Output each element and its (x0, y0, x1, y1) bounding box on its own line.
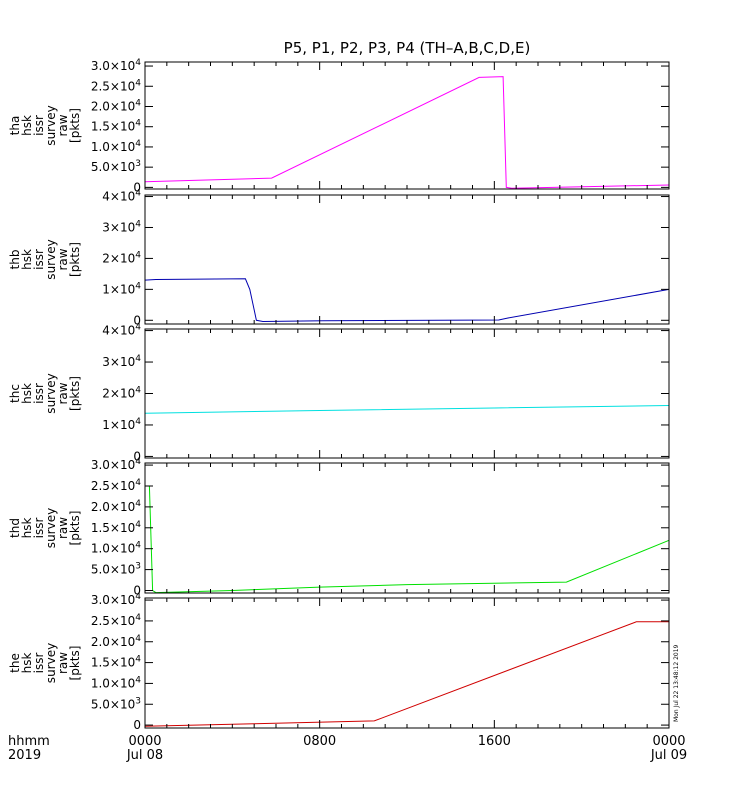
y-axis-label-line: issr (32, 383, 46, 404)
y-axis-label-line: issr (32, 249, 46, 270)
thb-y-tick-label: 0 (133, 313, 141, 327)
y-axis-label-line: hsk (20, 518, 34, 539)
y-axis-label-line: hsk (20, 115, 34, 136)
thd-y-tick-label: 1.5×104 (91, 520, 141, 535)
y-axis-label-line: survey (44, 643, 58, 683)
thc-y-tick-label: 3×104 (102, 354, 141, 369)
thd-y-tick-label: 2.5×104 (91, 478, 141, 493)
y-axis-label-line: [pkts] (68, 108, 82, 143)
y-axis-label-line: [pkts] (68, 646, 82, 681)
thb-y-tick-label: 1×104 (102, 281, 141, 296)
thd-y-tick-label: 2.0×104 (91, 499, 141, 514)
x-tick-label: 0800 (303, 734, 336, 749)
panel-tha: 0 5.0×103 1.0×104 1.5×104 2.0×104 2.5×104 3.0×… (8, 58, 670, 194)
thc-y-tick-label: 2×104 (102, 386, 141, 401)
y-axis-label-line: issr (32, 653, 46, 674)
the-y-tick-label: 2.0×104 (91, 634, 141, 649)
tha-y-tick-label: 3.0×104 (91, 58, 141, 73)
y-axis-label-line: [pkts] (68, 376, 82, 411)
y-axis-label-line: tha (8, 116, 22, 136)
thb-series-line (144, 278, 670, 323)
panels: 0 5.0×103 1.0×104 1.5×104 2.0×104 2.5×104 3.0×… (8, 58, 670, 732)
y-axis-label-line: [pkts] (68, 242, 82, 277)
y-axis-label-line: thd (8, 518, 22, 538)
thd-y-tick-label: 0 (133, 583, 141, 597)
thc-y-tick-label: 4×104 (102, 323, 141, 338)
the-y-tick-label: 3.0×104 (91, 592, 141, 607)
x-axis-label: hhmm (8, 734, 50, 749)
tha-y-tick-label: 2.0×104 (91, 98, 141, 113)
y-axis-label-line: survey (44, 239, 58, 279)
tha-y-tick-label: 2.5×104 (91, 78, 141, 93)
y-axis-label-line: issr (32, 518, 46, 539)
y-axis-label-line: thc (8, 384, 22, 403)
thd-y-tick-label: 1.0×104 (91, 541, 141, 556)
thc-plot-frame (144, 328, 670, 459)
thb-plot-frame (144, 194, 670, 325)
thc-y-tick-label: 1×104 (102, 417, 141, 432)
plot-timestamp: Mon Jul 22 13:48:12 2019 (673, 644, 680, 722)
x-tick-label: 1600 (478, 734, 511, 749)
x-tick-label: 0000 (652, 734, 685, 749)
y-axis-label-line: survey (44, 373, 58, 413)
the-y-tick-label: 5.0×103 (91, 696, 141, 711)
y-axis-label-line: raw (56, 382, 70, 404)
the-series-line (144, 621, 669, 727)
y-axis-label-line: raw (56, 114, 70, 136)
thc-y-tick-label: 0 (133, 449, 141, 463)
thd-y-tick-label: 5.0×103 (91, 562, 141, 577)
y-axis-label-line: thb (8, 250, 22, 270)
y-axis-label-line: the (8, 653, 22, 673)
y-axis-label-line: survey (44, 105, 58, 145)
y-axis-label-line: hsk (20, 249, 34, 270)
thb-y-tick-label: 3×104 (102, 219, 141, 234)
the-y-tick-label: 0 (133, 718, 141, 732)
tha-series-line (144, 76, 670, 189)
panel-thb: 0 1×104 2×104 3×104 4×104 thbhskissrsurveyraw… (8, 189, 670, 327)
the-y-tick-label: 2.5×104 (91, 613, 141, 628)
tha-y-tick-label: 1.0×104 (91, 139, 141, 154)
thd-plot-frame (144, 462, 670, 594)
the-y-tick-label: 1.0×104 (91, 675, 141, 690)
panel-thc: 0 1×104 2×104 3×104 4×104 thchskissrsurveyraw… (8, 323, 670, 463)
y-axis-label-line: raw (56, 248, 70, 270)
y-axis-label-line: [pkts] (68, 511, 82, 546)
x-tick-date-label: Jul 08 (126, 748, 163, 763)
tha-y-tick-label: 5.0×103 (91, 159, 141, 174)
tha-y-tick-label: 0 (133, 180, 141, 194)
x-tick-label: 0000 (128, 734, 161, 749)
panel-thd: 0 5.0×103 1.0×104 1.5×104 2.0×104 2.5×104 3.0×… (8, 457, 670, 597)
the-y-tick-label: 1.5×104 (91, 655, 141, 670)
tha-plot-frame (144, 61, 670, 190)
thb-y-tick-label: 2×104 (102, 250, 141, 265)
y-axis-label-line: survey (44, 508, 58, 548)
y-axis-label-line: raw (56, 652, 70, 674)
x-tick-date-label: Jul 09 (650, 748, 687, 763)
tha-y-tick-label: 1.5×104 (91, 119, 141, 134)
thd-y-tick-label: 3.0×104 (91, 457, 141, 472)
y-axis-label-line: raw (56, 517, 70, 539)
panel-the: 0 5.0×103 1.0×104 1.5×104 2.0×104 2.5×104 3.0×… (8, 592, 670, 732)
chart-title: P5, P1, P2, P3, P4 (TH–A,B,C,D,E) (284, 39, 531, 57)
x-axis-year: 2019 (8, 748, 41, 763)
y-axis-label-line: hsk (20, 653, 34, 674)
thc-series-line (144, 405, 670, 414)
y-axis-label-line: issr (32, 115, 46, 136)
y-axis-label-line: hsk (20, 383, 34, 404)
thb-y-tick-label: 4×104 (102, 189, 141, 204)
thd-series-line (148, 485, 670, 594)
